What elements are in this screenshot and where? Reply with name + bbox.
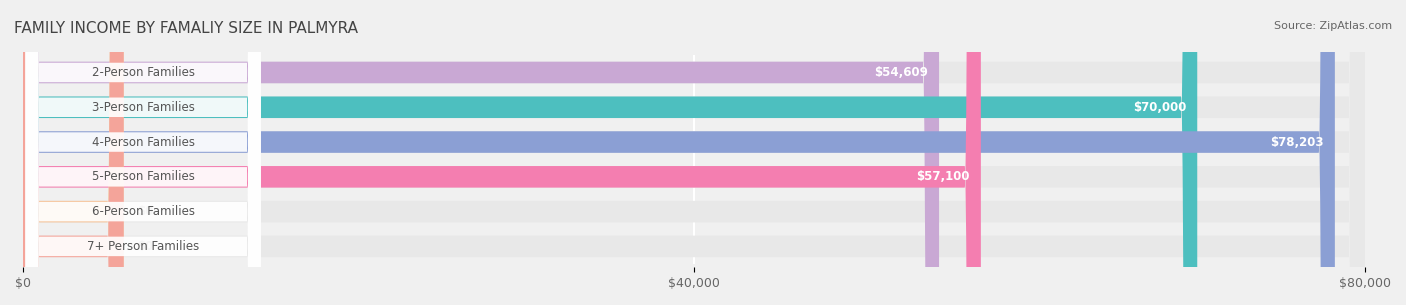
FancyBboxPatch shape <box>22 0 1365 305</box>
Text: $54,609: $54,609 <box>875 66 928 79</box>
FancyBboxPatch shape <box>25 0 260 305</box>
FancyBboxPatch shape <box>22 0 1365 305</box>
Text: Source: ZipAtlas.com: Source: ZipAtlas.com <box>1274 21 1392 31</box>
Text: 3-Person Families: 3-Person Families <box>91 101 194 114</box>
Text: 7+ Person Families: 7+ Person Families <box>87 240 200 253</box>
FancyBboxPatch shape <box>22 0 939 305</box>
FancyBboxPatch shape <box>25 0 260 305</box>
Text: $78,203: $78,203 <box>1271 135 1324 149</box>
FancyBboxPatch shape <box>25 0 260 305</box>
Text: $70,000: $70,000 <box>1133 101 1187 114</box>
FancyBboxPatch shape <box>25 0 260 305</box>
FancyBboxPatch shape <box>25 0 260 305</box>
FancyBboxPatch shape <box>22 0 1365 305</box>
FancyBboxPatch shape <box>22 0 124 305</box>
Text: $57,100: $57,100 <box>917 170 970 183</box>
Text: 6-Person Families: 6-Person Families <box>91 205 194 218</box>
Text: 2-Person Families: 2-Person Families <box>91 66 194 79</box>
Text: 5-Person Families: 5-Person Families <box>91 170 194 183</box>
Text: $0: $0 <box>136 205 153 218</box>
Text: $0: $0 <box>136 240 153 253</box>
Text: 4-Person Families: 4-Person Families <box>91 135 194 149</box>
FancyBboxPatch shape <box>22 0 981 305</box>
FancyBboxPatch shape <box>25 0 260 305</box>
FancyBboxPatch shape <box>22 0 1365 305</box>
FancyBboxPatch shape <box>22 0 1334 305</box>
FancyBboxPatch shape <box>22 0 1365 305</box>
FancyBboxPatch shape <box>22 0 1198 305</box>
FancyBboxPatch shape <box>22 0 1365 305</box>
FancyBboxPatch shape <box>22 0 124 305</box>
Text: FAMILY INCOME BY FAMALIY SIZE IN PALMYRA: FAMILY INCOME BY FAMALIY SIZE IN PALMYRA <box>14 21 359 36</box>
